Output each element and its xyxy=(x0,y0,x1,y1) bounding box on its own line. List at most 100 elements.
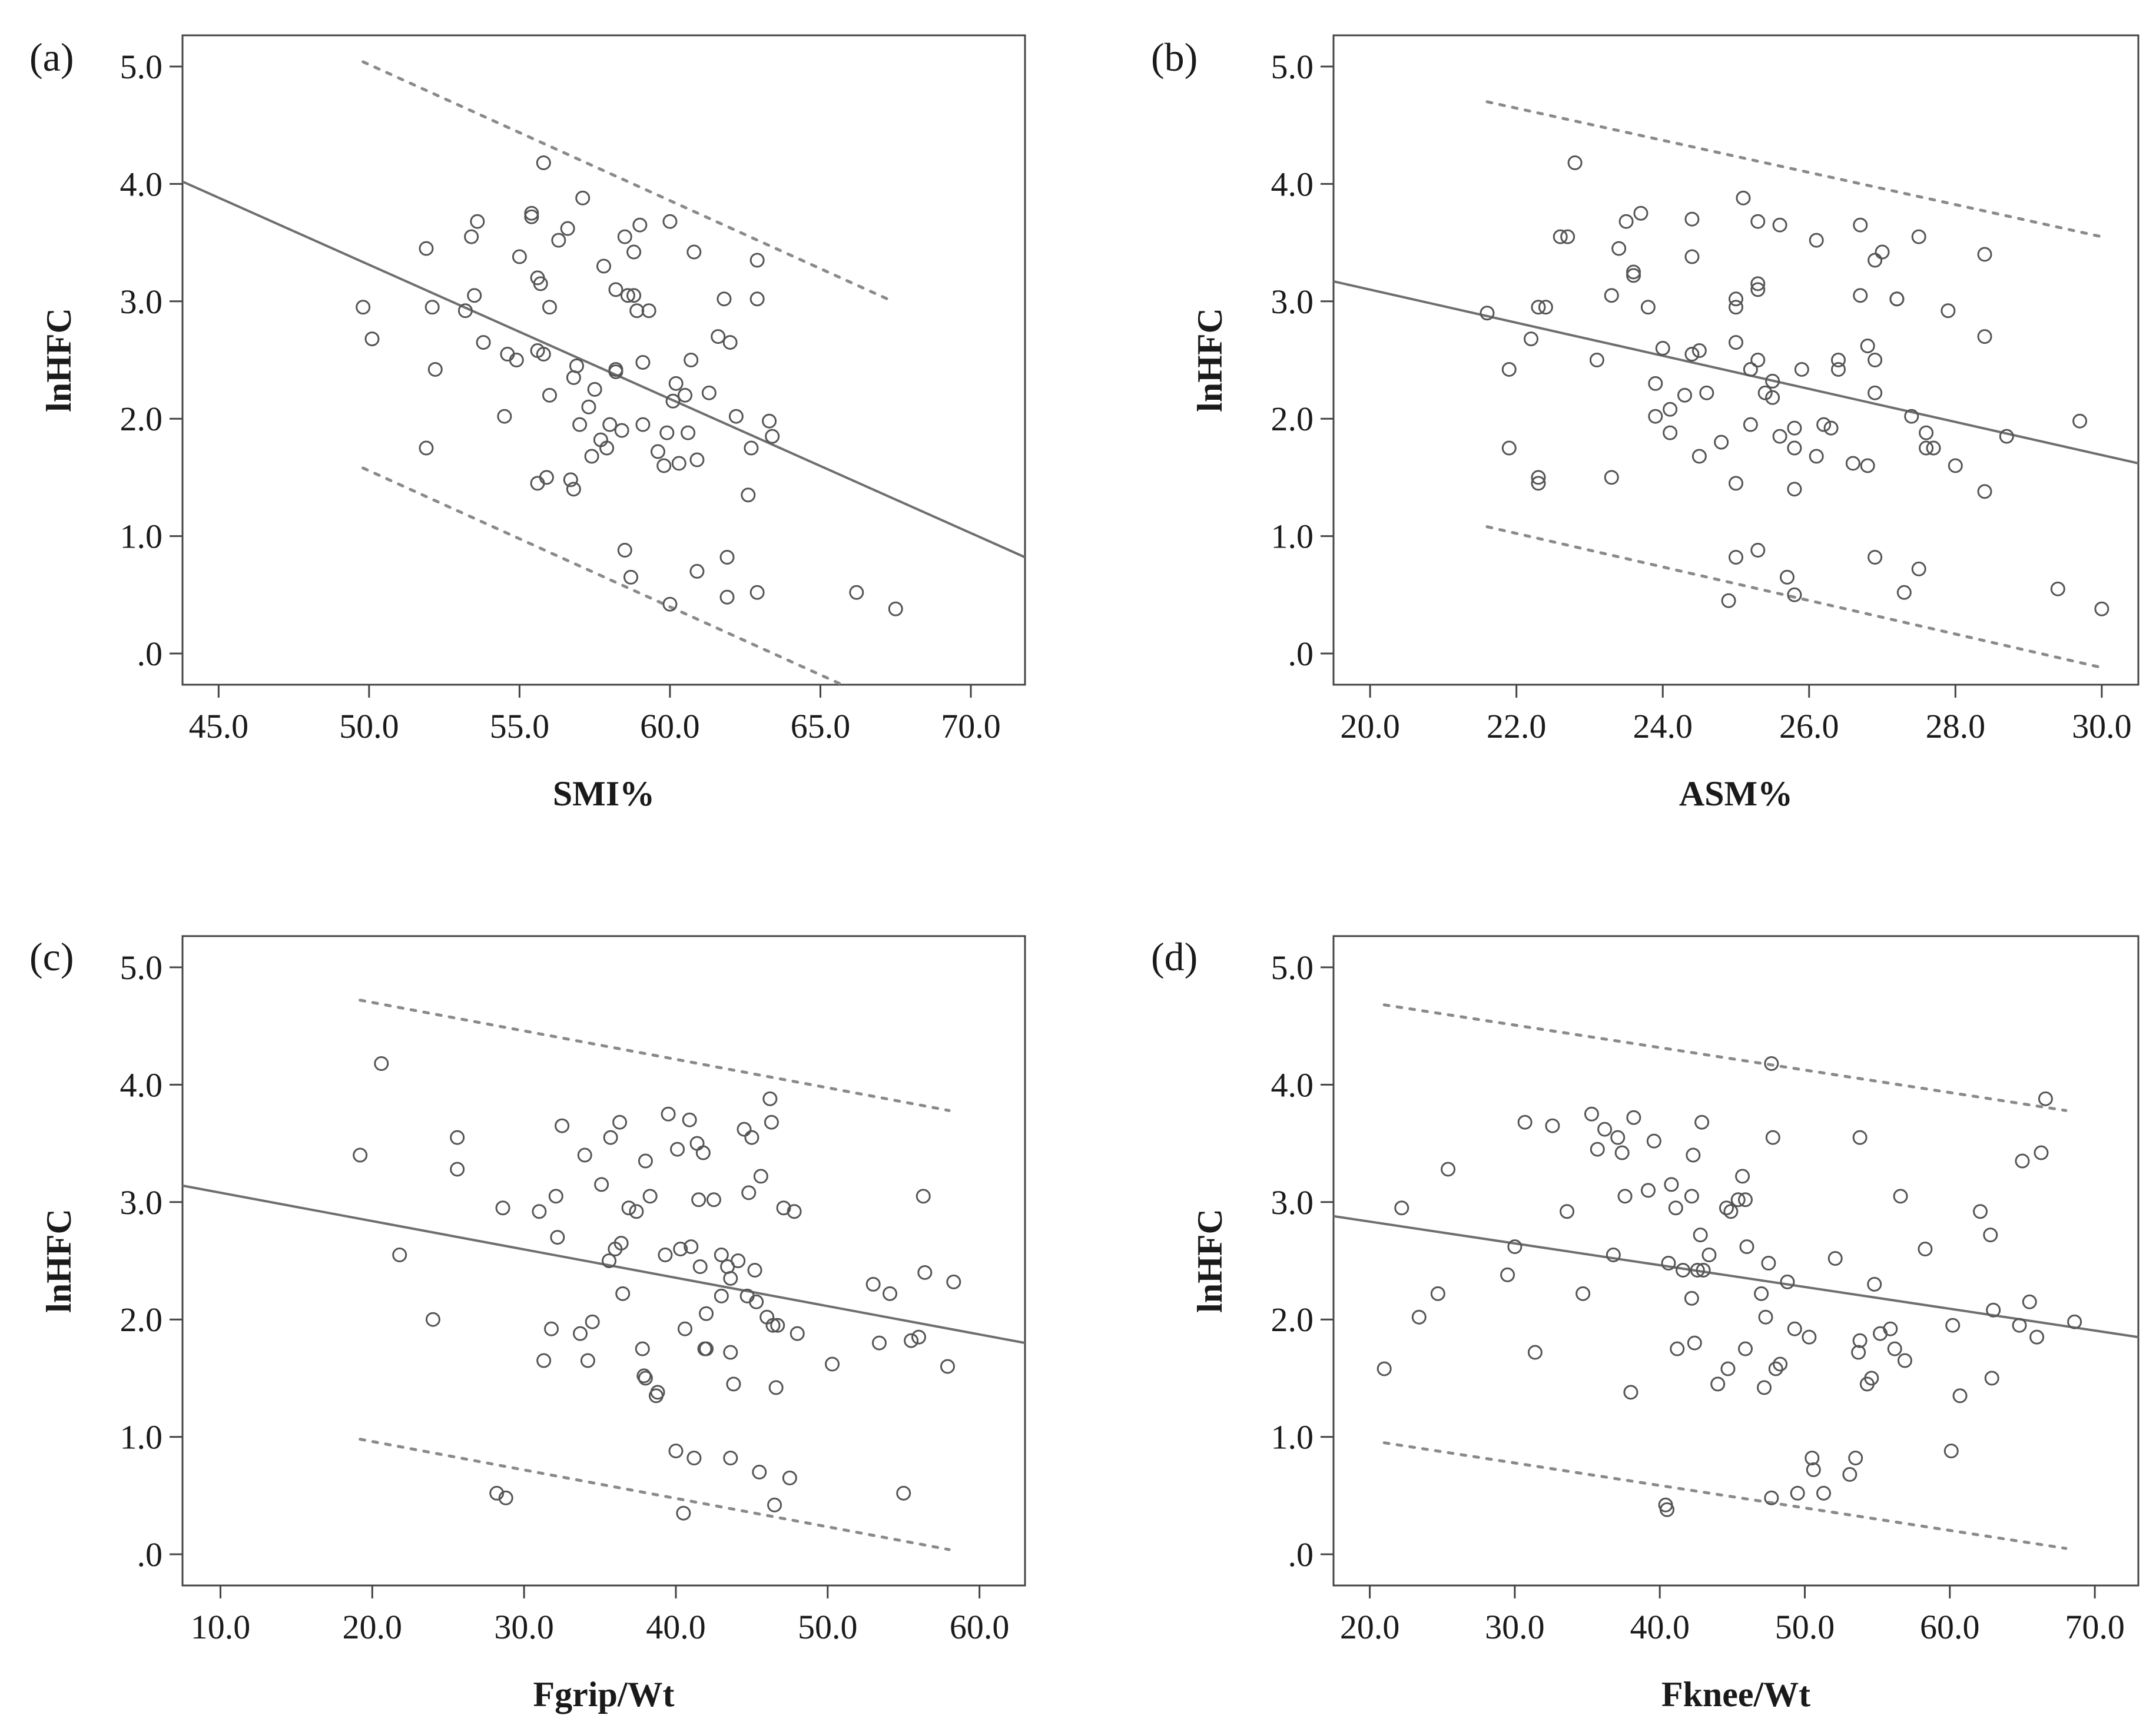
data-point xyxy=(608,364,623,379)
data-point xyxy=(1668,1200,1683,1216)
panel-label: (b) xyxy=(1151,35,1198,79)
data-point xyxy=(1729,291,1743,307)
data-point xyxy=(419,241,434,256)
data-point xyxy=(659,425,675,440)
data-point xyxy=(1633,205,1648,221)
data-point xyxy=(1729,549,1743,565)
data-point xyxy=(623,569,638,585)
x-axis-title: SMI% xyxy=(553,774,655,813)
data-point xyxy=(752,1464,767,1480)
data-point xyxy=(1750,282,1766,297)
data-point xyxy=(668,376,684,391)
data-point xyxy=(1754,1286,1769,1301)
x-tick-label: 22.0 xyxy=(1487,707,1547,745)
data-point xyxy=(1501,440,1517,456)
data-point xyxy=(1911,561,1926,576)
data-point xyxy=(1887,1341,1902,1356)
data-point xyxy=(904,1333,919,1348)
data-point xyxy=(1730,1192,1746,1208)
data-point xyxy=(1794,361,1809,377)
data-point xyxy=(1977,329,1992,344)
data-point xyxy=(1867,1276,1882,1292)
data-point xyxy=(1787,482,1802,497)
data-point xyxy=(1787,587,1802,602)
y-tick-label: 5.0 xyxy=(120,48,163,86)
data-point xyxy=(744,1130,759,1145)
data-point xyxy=(584,449,599,464)
data-point xyxy=(1842,1467,1858,1482)
data-point xyxy=(768,1380,784,1395)
data-point xyxy=(1779,569,1795,585)
y-tick-label: 5.0 xyxy=(1271,48,1314,86)
data-point xyxy=(1584,1106,1599,1122)
data-point xyxy=(536,347,551,362)
data-point xyxy=(1896,585,1912,600)
data-point xyxy=(1983,1228,1998,1243)
data-point xyxy=(741,487,756,503)
data-point xyxy=(1441,1162,1456,1177)
x-tick-label: 50.0 xyxy=(798,1608,858,1646)
data-point xyxy=(569,358,585,373)
data-point xyxy=(1806,1462,1821,1477)
data-point xyxy=(1663,402,1678,417)
y-tick-label: 3.0 xyxy=(120,283,163,321)
data-point xyxy=(765,1318,781,1333)
data-point xyxy=(470,214,485,229)
data-point xyxy=(1761,1255,1776,1271)
data-point xyxy=(1757,1380,1772,1395)
y-tick-label: 4.0 xyxy=(1271,165,1314,203)
data-point xyxy=(1720,1361,1736,1376)
data-point xyxy=(1772,429,1787,444)
chart-panel: .0 1.0 2.0 3.0 4.0 5.0 10.0 20.0 30.0 40.0 50.0 60.… xyxy=(29,934,1026,1714)
data-point xyxy=(1852,1130,1868,1145)
data-point xyxy=(364,331,380,347)
data-point xyxy=(726,1376,741,1392)
data-point xyxy=(1852,1333,1868,1348)
data-point xyxy=(714,1248,729,1263)
data-point xyxy=(1845,456,1860,471)
data-point xyxy=(737,1122,752,1137)
fit-line xyxy=(1334,280,2138,465)
data-point xyxy=(1524,331,1539,347)
data-point xyxy=(1984,1371,1999,1386)
lower-prediction-line xyxy=(1485,525,2104,669)
data-point xyxy=(632,217,648,233)
data-point xyxy=(596,258,611,274)
data-point xyxy=(532,1204,547,1219)
data-point xyxy=(765,429,780,444)
data-point xyxy=(673,1242,688,1257)
data-point xyxy=(585,1314,600,1329)
data-point xyxy=(1952,1388,1968,1404)
data-point xyxy=(425,1312,440,1327)
data-point xyxy=(1893,1189,1908,1204)
data-point xyxy=(450,1130,465,1145)
data-point xyxy=(668,1444,684,1459)
data-point xyxy=(594,1177,609,1192)
data-point xyxy=(1610,1130,1626,1145)
data-point xyxy=(1790,1485,1805,1501)
data-point xyxy=(626,244,642,260)
data-point xyxy=(670,1142,685,1157)
plot-frame xyxy=(1332,935,2140,1587)
data-point xyxy=(849,585,864,600)
data-point xyxy=(692,1259,708,1274)
data-point xyxy=(911,1329,927,1345)
x-tick-label: 70.0 xyxy=(2065,1608,2125,1646)
x-tick-label: 60.0 xyxy=(1920,1608,1980,1646)
data-point xyxy=(1545,1118,1560,1133)
x-axis-title: Fknee/Wt xyxy=(1661,1675,1810,1714)
data-point xyxy=(1897,1353,1912,1368)
data-point xyxy=(825,1356,840,1372)
data-point xyxy=(1394,1200,1409,1216)
data-point xyxy=(1646,1133,1661,1149)
data-point xyxy=(464,229,479,244)
data-point xyxy=(555,1118,570,1133)
y-tick-label: 4.0 xyxy=(1271,1066,1314,1104)
data-point xyxy=(642,1189,658,1204)
data-point xyxy=(1655,341,1670,356)
y-tick-label: 1.0 xyxy=(120,518,163,556)
data-point xyxy=(1764,1490,1779,1505)
data-point xyxy=(723,1345,738,1360)
data-point xyxy=(1691,449,1707,464)
data-point xyxy=(450,1162,465,1177)
